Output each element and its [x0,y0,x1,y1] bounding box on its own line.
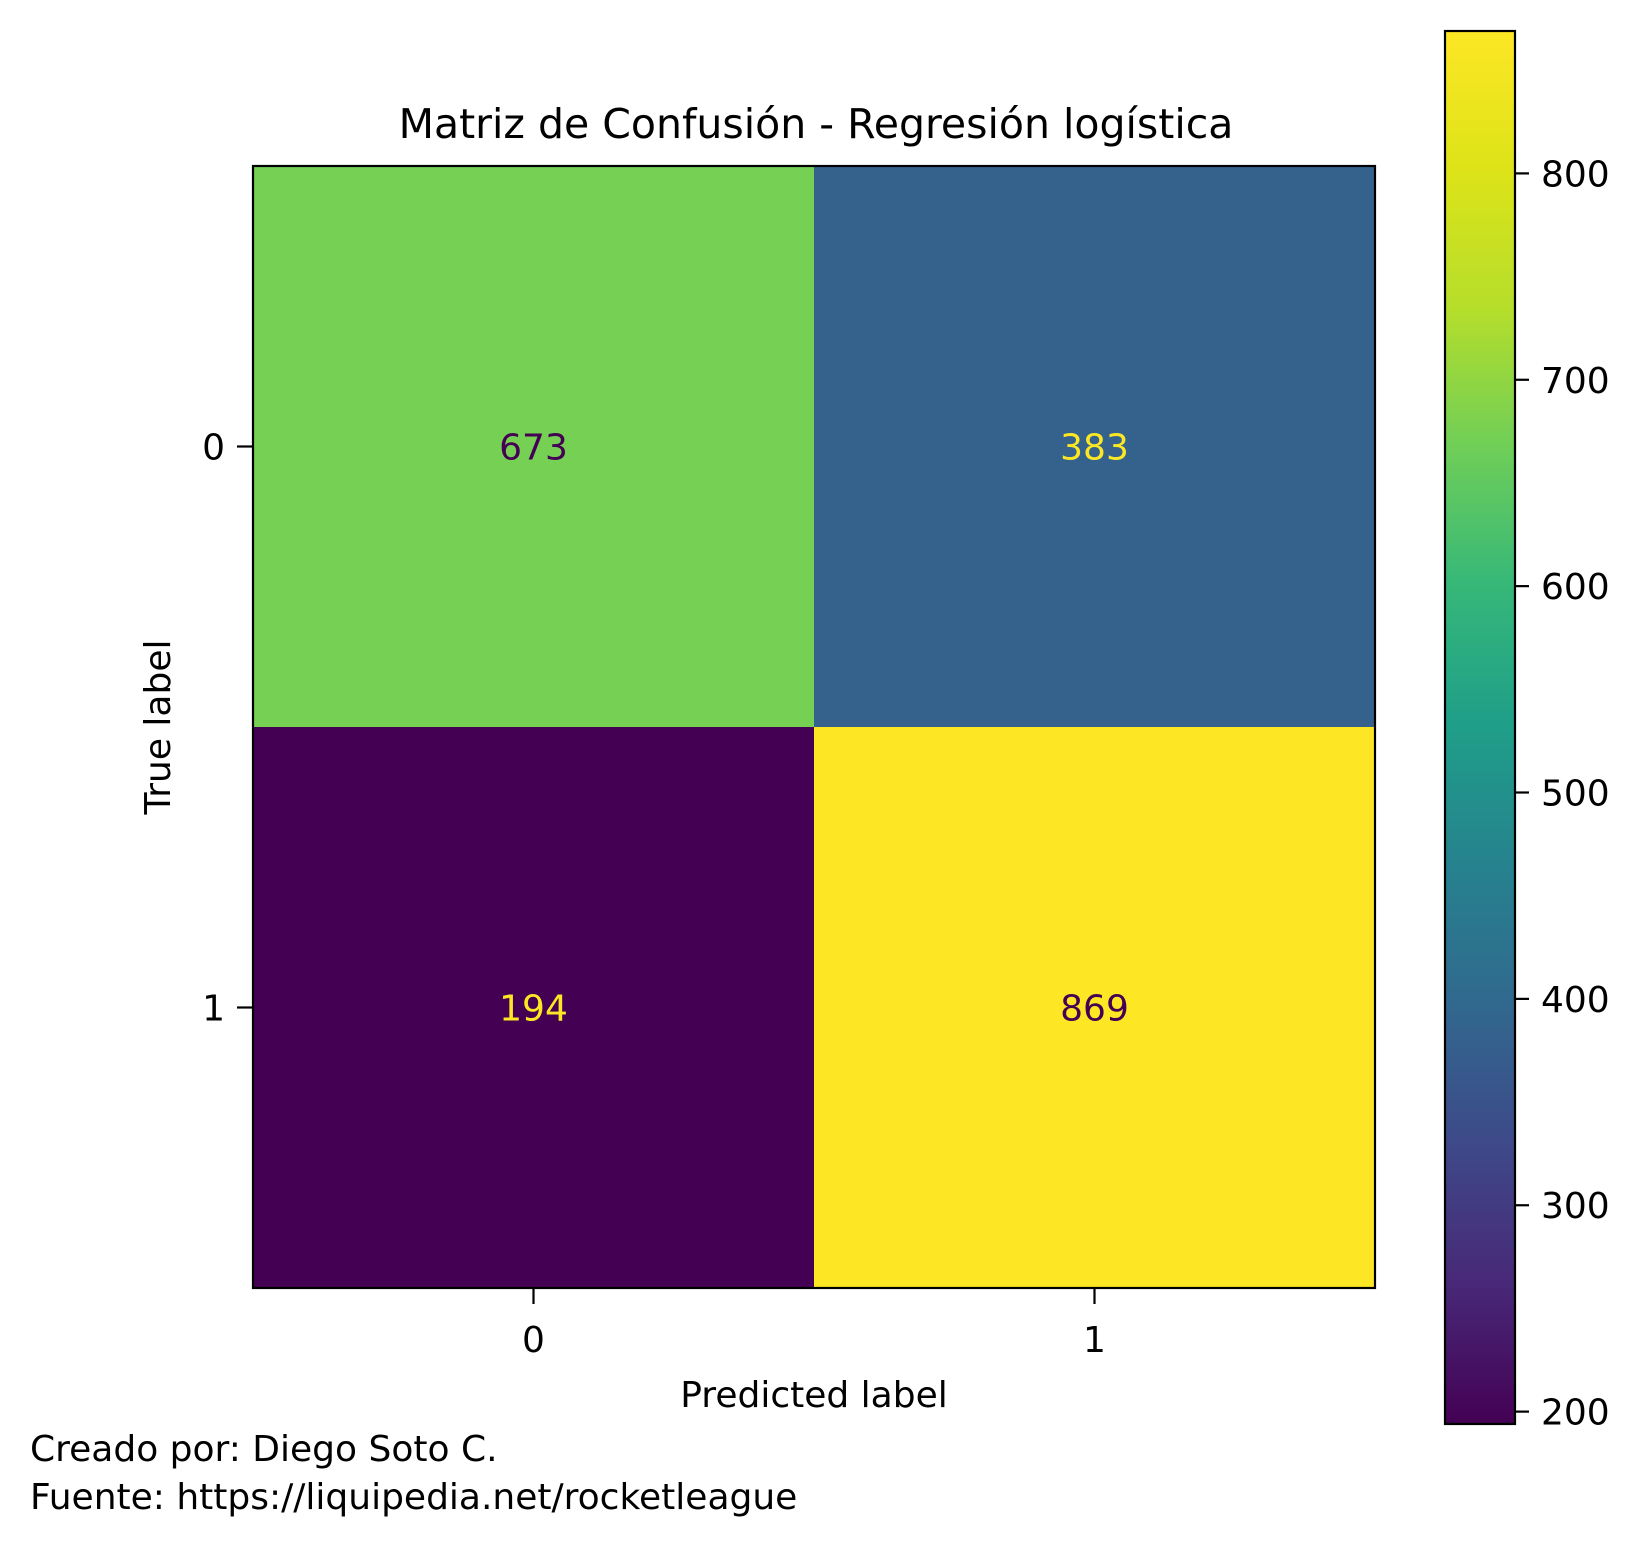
heatmap-cell [253,166,815,728]
footer-source: Fuente: https://liquipedia.net/rocketlea… [30,1477,797,1518]
heatmap-cell [253,727,815,1289]
colorbar-tick-label: 400 [1541,980,1610,1021]
plot-frame [251,164,1377,1290]
cell-value-labels: 673 383 194 869 [499,428,1129,1030]
heatmap-cell [814,727,1376,1289]
footer-credit: Creado por: Diego Soto C. [30,1429,498,1470]
y-axis-label: True label [138,640,179,816]
cell-value-label: 383 [1060,428,1129,469]
x-tick-label: 1 [1083,1320,1106,1361]
cell-value-label: 194 [499,989,568,1030]
colorbar [1443,29,1517,1426]
cell-value-label: 869 [1060,989,1129,1030]
y-tick-label: 0 [202,428,225,469]
x-axis-label: Predicted label [680,1375,948,1416]
y-tick-label: 1 [202,989,225,1030]
colorbar-tick-label: 500 [1541,774,1610,815]
colorbar-tick-label: 300 [1541,1186,1610,1227]
colorbar-ticks: 200 300 400 500 600 700 800 [1515,154,1610,1434]
chart-title: Matriz de Confusión - Regresión logístic… [399,100,1234,148]
x-tick-label: 0 [522,1320,545,1361]
colorbar-tick-label: 700 [1541,361,1610,402]
heatmap-cells [253,166,1376,1289]
colorbar-tick-label: 200 [1541,1393,1610,1434]
y-axis-ticks: 01 [202,428,253,1030]
heatmap-cell [814,166,1376,728]
colorbar-tick-label: 600 [1541,567,1610,608]
cell-value-label: 673 [499,428,568,469]
colorbar-tick-label: 800 [1541,154,1610,195]
